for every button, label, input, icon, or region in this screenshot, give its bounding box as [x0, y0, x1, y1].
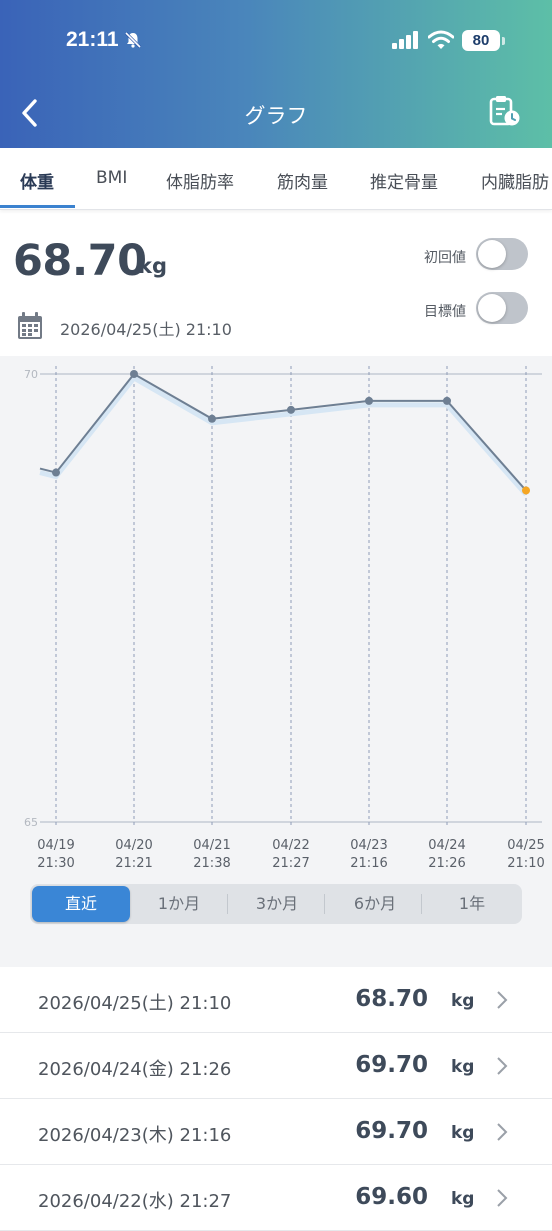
page-title: グラフ: [244, 104, 308, 128]
record-date: 2026/04/24(金) 21:26: [38, 1059, 232, 1080]
data-point[interactable]: [443, 396, 451, 405]
record-date: 2026/04/23(木) 21:16: [38, 1125, 232, 1146]
period-selector: 直近 1か月 3か月 6か月 1年: [30, 884, 522, 924]
record-date: 2026/04/22(水) 21:27: [38, 1191, 232, 1212]
list-item[interactable]: 2026/04/23(木) 21:16 69.70 kg: [0, 1099, 552, 1165]
status-time: 21:11: [66, 28, 119, 51]
weight-line-chart: 70 65 04/19 21:30 04/20 21:21 04/21 21:38 04/22 2…: [24, 366, 545, 871]
segment-divider: [324, 894, 325, 914]
record-date: 2026/04/25(土) 21:10: [38, 993, 232, 1014]
signal-icon: [392, 31, 418, 49]
record-value: 69.70: [355, 1118, 428, 1144]
period-1-month[interactable]: 1か月: [157, 894, 201, 913]
x-tick-time: 21:10: [507, 856, 544, 871]
x-tick-date: 04/20: [115, 838, 152, 853]
back-chevron-icon[interactable]: [16, 96, 44, 130]
tab-weight[interactable]: 体重: [20, 173, 54, 193]
segment-divider: [421, 894, 422, 914]
record-value: 68.70: [355, 986, 428, 1012]
active-tab-indicator: [0, 205, 75, 208]
battery-tip: [502, 37, 505, 45]
target-value-toggle[interactable]: [476, 292, 528, 324]
record-unit: kg: [451, 1123, 475, 1143]
data-point[interactable]: [130, 370, 138, 378]
x-tick-time: 21:16: [350, 856, 387, 871]
period-recent[interactable]: 直近: [32, 886, 130, 922]
tab-bone-mass[interactable]: 推定骨量: [370, 173, 438, 193]
x-tick-date: 04/23: [350, 838, 387, 853]
measurement-datetime: 2026/04/25(土) 21:10: [60, 320, 232, 339]
target-value-label: 目標値: [424, 304, 466, 320]
data-point[interactable]: [208, 414, 216, 423]
chevron-right-icon: [497, 991, 508, 1009]
x-tick-time: 21:27: [272, 856, 309, 871]
initial-value-toggle[interactable]: [476, 238, 528, 270]
list-item[interactable]: 2026/04/22(水) 21:27 69.60 kg: [0, 1165, 552, 1231]
x-tick-time: 21:21: [115, 856, 152, 871]
chevron-right-icon: [497, 1057, 508, 1075]
initial-value-label: 初回値: [424, 250, 466, 266]
segment-divider: [227, 894, 228, 914]
data-point[interactable]: [287, 405, 295, 414]
list-separator: [0, 943, 552, 967]
latest-data-point[interactable]: [522, 486, 530, 495]
tab-bmi[interactable]: BMI: [96, 168, 128, 188]
app-header: 21:11 80 グラフ: [0, 0, 552, 148]
data-point[interactable]: [365, 396, 373, 405]
tab-body-fat[interactable]: 体脂肪率: [166, 173, 234, 193]
period-1-year[interactable]: 1年: [458, 894, 486, 913]
current-value: 68.70: [13, 236, 147, 286]
record-value: 69.70: [355, 1052, 428, 1078]
x-tick-time: 21:30: [37, 856, 74, 871]
series-line: [39, 372, 527, 492]
x-tick-time: 21:38: [193, 856, 230, 871]
list-item[interactable]: 2026/04/25(土) 21:10 68.70 kg: [0, 967, 552, 1033]
clipboard-history-icon[interactable]: [488, 94, 522, 128]
record-value: 69.60: [355, 1184, 428, 1210]
y-tick-label: 65: [24, 816, 38, 829]
battery-indicator: 80: [462, 30, 500, 51]
chevron-right-icon: [497, 1123, 508, 1141]
chevron-right-icon: [497, 1189, 508, 1207]
record-unit: kg: [451, 1057, 475, 1077]
wifi-icon: [428, 30, 454, 49]
series-line-shadow: [39, 374, 528, 497]
x-tick-date: 04/19: [37, 838, 74, 853]
tab-visceral-fat[interactable]: 内臓脂肪: [481, 173, 549, 193]
calendar-icon: [18, 312, 42, 339]
current-unit: kg: [138, 254, 167, 278]
data-point[interactable]: [52, 468, 60, 477]
x-tick-date: 04/25: [507, 838, 544, 853]
record-unit: kg: [451, 1189, 475, 1209]
x-tick-date: 04/21: [193, 838, 230, 853]
tab-muscle[interactable]: 筋肉量: [277, 173, 328, 193]
x-tick-date: 04/22: [272, 838, 309, 853]
x-tick-date: 04/24: [428, 838, 465, 853]
bell-muted-icon: [124, 31, 142, 49]
chart-panel: [0, 356, 552, 943]
y-tick-label: 70: [24, 368, 38, 381]
metric-tabs: 体重 BMI 体脂肪率 筋肉量 推定骨量 内臓脂肪: [0, 148, 552, 210]
x-tick-time: 21:26: [428, 856, 465, 871]
list-item[interactable]: 2026/04/24(金) 21:26 69.70 kg: [0, 1033, 552, 1099]
period-6-months[interactable]: 6か月: [353, 894, 397, 913]
record-unit: kg: [451, 991, 475, 1011]
period-3-months[interactable]: 3か月: [255, 894, 299, 913]
